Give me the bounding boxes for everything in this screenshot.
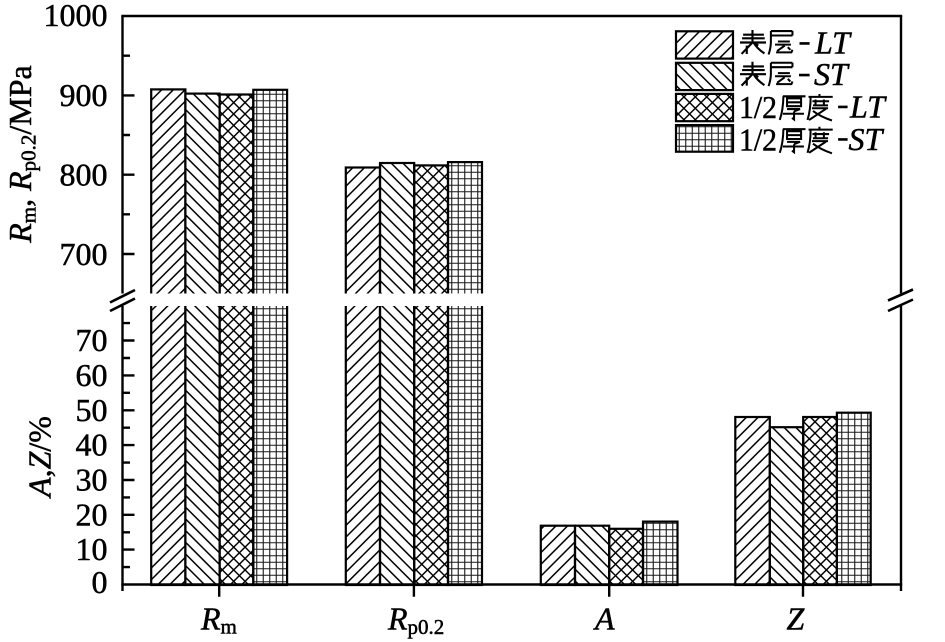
svg-text:Z: Z: [787, 601, 806, 637]
svg-text:0: 0: [92, 564, 108, 600]
svg-text:1000: 1000: [44, 0, 108, 33]
svg-text:800: 800: [60, 157, 108, 193]
svg-text:Rp0.2: Rp0.2: [387, 601, 444, 640]
svg-text:LT: LT: [814, 24, 852, 60]
svg-text:1/2: 1/2: [739, 121, 777, 157]
svg-text:10: 10: [76, 531, 108, 567]
svg-text:70: 70: [76, 322, 108, 358]
svg-text:Rm, Rp0.2/MPa: Rm, Rp0.2/MPa: [2, 65, 41, 244]
svg-text:Rm: Rm: [200, 601, 237, 639]
svg-text:ST: ST: [849, 121, 885, 157]
svg-text:30: 30: [76, 462, 108, 498]
svg-text:700: 700: [60, 236, 108, 272]
svg-text:60: 60: [76, 357, 108, 393]
svg-text:40: 40: [76, 427, 108, 463]
svg-text:20: 20: [76, 496, 108, 532]
svg-text:900: 900: [60, 77, 108, 113]
svg-text:A,Z/%: A,Z/%: [22, 416, 58, 499]
svg-text:LT: LT: [849, 89, 887, 125]
svg-text:50: 50: [76, 392, 108, 428]
svg-text:1/2: 1/2: [739, 89, 777, 125]
svg-text:A: A: [593, 601, 615, 637]
svg-text:ST: ST: [814, 56, 850, 92]
